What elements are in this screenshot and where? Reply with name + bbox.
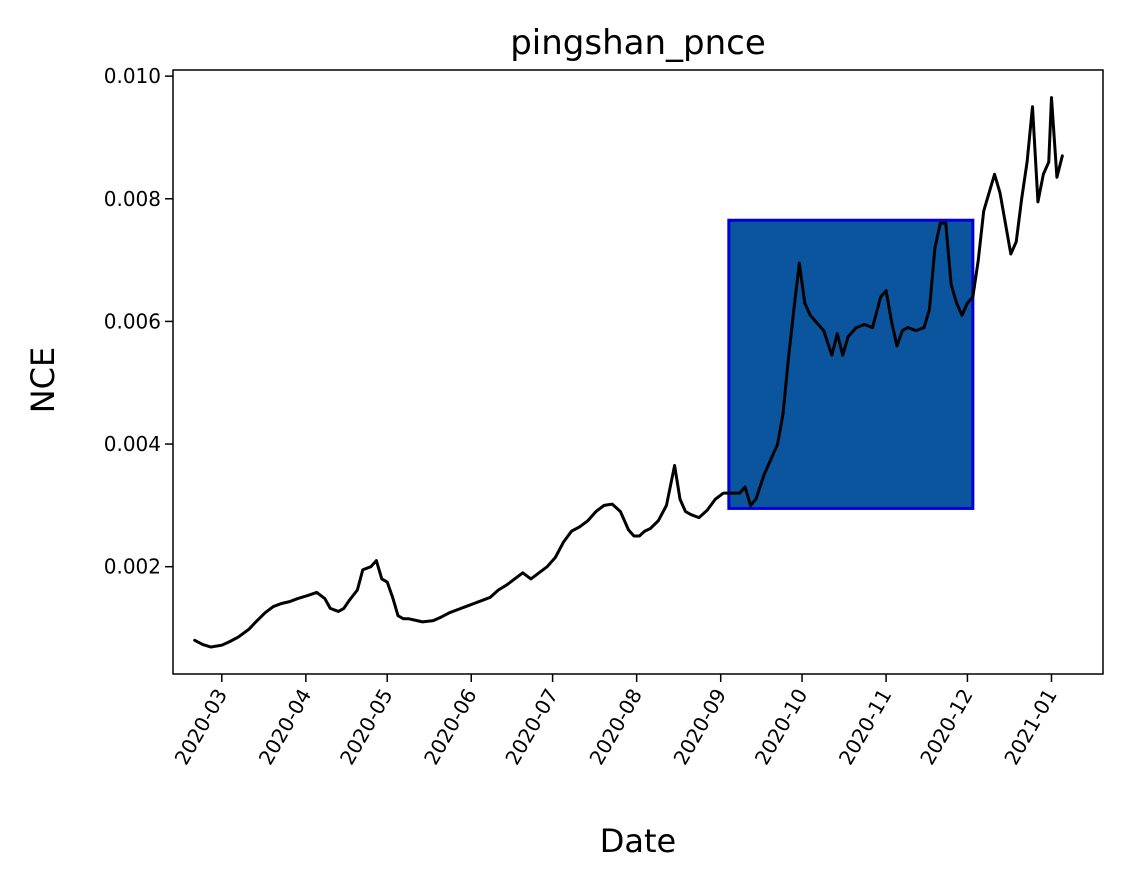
x-axis-label: Date bbox=[600, 822, 676, 860]
y-tick-label: 0.006 bbox=[104, 309, 161, 333]
y-tick-label: 0.004 bbox=[104, 432, 161, 456]
y-tick-label: 0.008 bbox=[104, 187, 161, 211]
y-tick-label: 0.010 bbox=[104, 64, 161, 88]
highlight-region bbox=[727, 218, 975, 510]
axes-frame bbox=[172, 69, 1104, 675]
plot-area bbox=[172, 69, 1104, 675]
y-tick-label: 0.002 bbox=[104, 555, 161, 579]
y-axis-label: NCE bbox=[24, 347, 62, 414]
chart-title: pingshan_pnce bbox=[510, 23, 766, 63]
y-axis: 0.002 0.004 0.006 0.008 0.010 bbox=[104, 64, 173, 579]
nce-series-line bbox=[193, 96, 1064, 649]
